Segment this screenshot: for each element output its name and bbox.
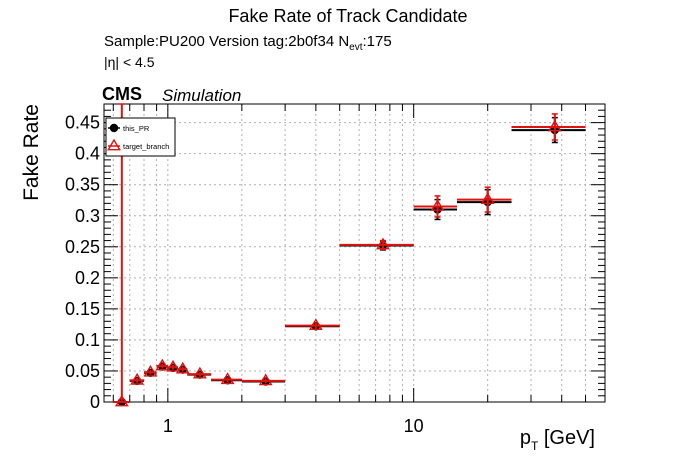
target-branch-point [175,361,190,374]
target-branch-point [192,366,207,379]
x-axis-label-sub: T [531,439,539,453]
target-branch-point [430,199,445,211]
y-axis-label: Fake Rate [20,104,43,201]
chart-title: Fake Rate of Track Candidate [228,6,468,26]
eta-cut-label: |η| < 4.5 [104,54,155,70]
legend-label-this-pr: this_PR [123,124,150,133]
target-branch-point [155,358,170,371]
plot-frame [103,103,606,403]
simulation-label: Simulation [162,86,242,105]
target-branch-point [130,372,145,385]
y-tick-label: 0.1 [75,330,100,350]
y-tick-label: 0 [90,392,100,412]
cms-label: CMS [102,84,142,104]
y-tick-label: 0.45 [65,113,100,133]
nevt-value: :175 [362,33,392,50]
y-tick-label: 0.4 [75,144,100,164]
legend-label-target-branch: target_branch [123,142,169,151]
target-branch-point [376,237,390,250]
y-tick-label: 0.25 [65,237,100,257]
target-branch-point [547,119,562,132]
series-target-branch [113,103,586,407]
target-branch-point [143,364,158,377]
series-this-pr [113,116,586,407]
legend-marker-target-branch [107,138,121,151]
y-tick-label: 0.35 [65,175,100,195]
x-tick-label: 10 [404,416,424,436]
nevt-subscript: evt [349,42,363,53]
x-tick-label: 1 [163,416,173,436]
legend-marker-this-pr [109,123,119,133]
y-tick-label: 0.05 [65,361,100,381]
target-branch-point [166,359,180,372]
y-tick-label: 0.15 [65,299,100,319]
x-axis-label-unit: [GeV] [538,427,595,449]
target-branch-point [114,394,129,407]
target-branch-point [308,318,323,331]
y-tick-label: 0.2 [75,268,100,288]
x-axis-label-p: p [520,427,531,449]
y-tick-label: 0.3 [75,206,100,226]
target-branch-point [480,192,495,205]
sample-info: Sample:PU200 Version tag:2b0f34 Nevt:175 [104,33,392,53]
target-branch-point [258,373,273,386]
x-axis-label: pT [GeV] [520,427,595,453]
target-branch-point [220,372,235,385]
sample-text: Sample:PU200 Version tag:2b0f34 N [104,33,350,50]
